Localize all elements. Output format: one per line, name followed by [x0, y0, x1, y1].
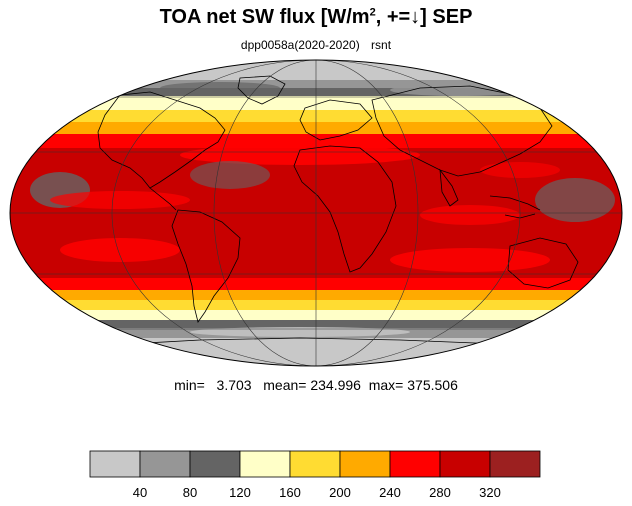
map-title: TOA net SW flux [W/m2, +=↓] SEP — [159, 6, 473, 28]
coastlines — [97, 75, 579, 346]
colorbar-swatch — [189, 450, 241, 478]
colorbar-tick-label: 40 — [132, 485, 148, 500]
colorbar-swatch — [389, 450, 441, 478]
colorbar-tick-label: 320 — [479, 485, 501, 500]
map-subtitle: dpp0058a(2020-2020) rsnt — [0, 38, 632, 52]
colorbar-tick-label: 240 — [379, 485, 401, 500]
colorbar-swatch — [339, 450, 391, 478]
stats-line: min= 3.703 mean= 234.996 max= 375.506 — [174, 377, 458, 393]
colorbar-swatch — [289, 450, 341, 478]
colorbar-swatch — [89, 450, 141, 478]
colorbar-tick-label: 120 — [229, 485, 251, 500]
colorbar-tick-label: 280 — [429, 485, 451, 500]
colorbar-tick-label: 200 — [329, 485, 351, 500]
run-label: dpp0058a(2020-2020) — [240, 38, 360, 52]
colorbar-swatch — [439, 450, 491, 478]
colorbar-tick-label: 80 — [182, 485, 198, 500]
colorbar-swatch — [489, 450, 541, 478]
colorbar-swatch — [239, 450, 291, 478]
colorbar-tick-label: 160 — [279, 485, 301, 500]
map-border — [9, 59, 623, 367]
variable-label: rsnt — [371, 38, 392, 52]
graticule — [10, 60, 622, 366]
colorbar-swatch — [139, 450, 191, 478]
